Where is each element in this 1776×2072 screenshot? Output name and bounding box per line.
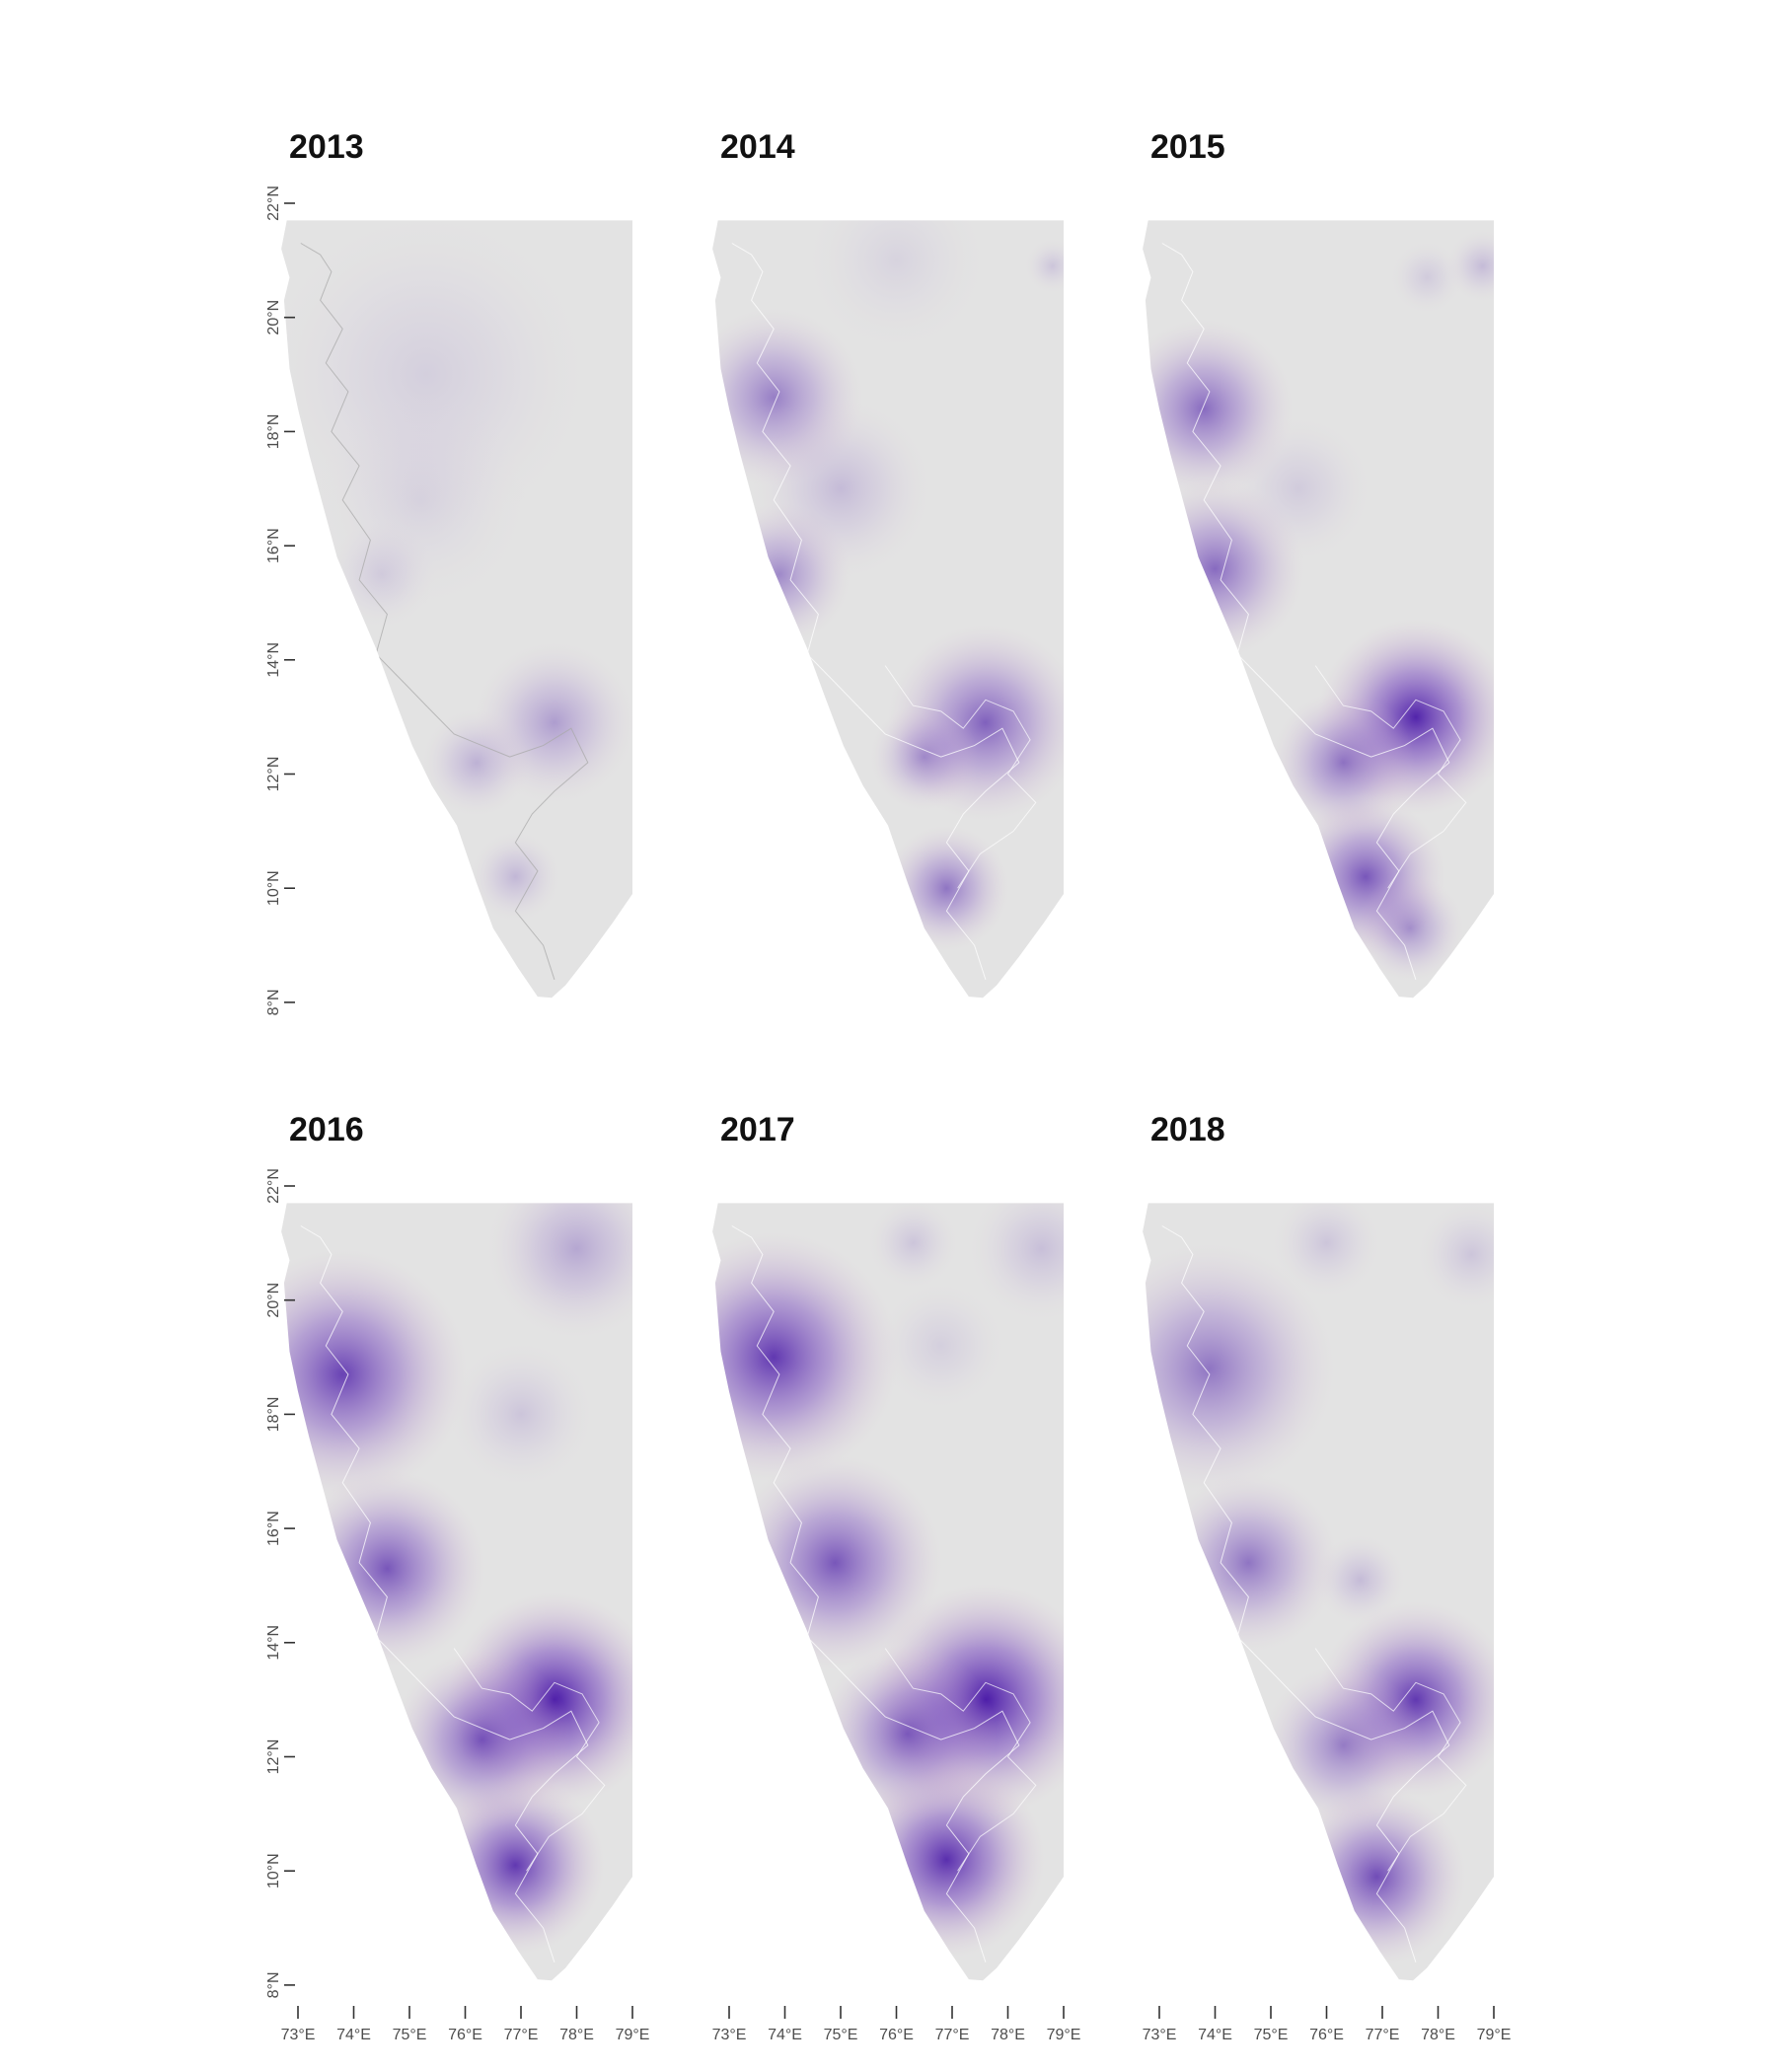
lat-tick-label: 22°N: [265, 1168, 282, 1204]
density-hotspot: [1025, 239, 1064, 293]
density-hotspot: [1446, 230, 1494, 302]
lat-tick-label: 22°N: [265, 185, 282, 221]
lat-tick-label: 20°N: [265, 300, 282, 335]
density-hotspot: [313, 393, 528, 608]
lon-tick-label: 75°E: [1254, 2027, 1289, 2043]
density-hotspot: [288, 1470, 485, 1667]
lon-tick-label: 78°E: [1421, 2027, 1455, 2043]
state-boundary-trace: [884, 1648, 1037, 1872]
panel-title: 2015: [1150, 128, 1225, 166]
density-hotspot: [727, 1455, 942, 1670]
latitude-axis: 22°N 20°N 18°N 16°N 14°N 12°N 10°N 8°N: [265, 1168, 295, 1998]
density-hotspot: [970, 1203, 1064, 1320]
lon-tick-label: 74°E: [1198, 2027, 1232, 2043]
coastline-trace: [300, 243, 589, 980]
lon-tick-label: 76°E: [1309, 2027, 1344, 2043]
density-hotspot: [751, 399, 930, 578]
lon-tick-label: 74°E: [336, 2027, 371, 2043]
density-hotspot: [884, 825, 1009, 951]
density-hotspot: [1357, 874, 1464, 982]
density-hotspot: [471, 832, 560, 922]
lon-tick-label: 78°E: [991, 2027, 1025, 2043]
longitude-axis: 73°E 74°E 75°E 76°E 77°E 78°E 79°E: [281, 2006, 650, 2043]
state-boundary-trace: [1314, 665, 1467, 889]
density-hotspot: [393, 1650, 571, 1829]
coastline-trace: [1161, 243, 1450, 980]
longitude-axis: 73°E 74°E 75°E 76°E 77°E 78°E 79°E: [712, 2006, 1081, 2043]
lat-tick-label: 16°N: [265, 1511, 282, 1546]
lon-tick-label: 73°E: [281, 2027, 316, 2043]
coastline-trace: [731, 243, 1020, 980]
density-layer: [281, 1203, 632, 1962]
state-boundary-trace: [453, 1648, 606, 1872]
density-hotspot: [1226, 416, 1370, 560]
density-hotspot: [1272, 691, 1415, 835]
lat-tick-label: 10°N: [265, 870, 282, 906]
density-hotspot: [1418, 1203, 1494, 1308]
map-panel-2015: 2015: [1143, 128, 1494, 999]
map-panel-2014: 2014: [712, 128, 1064, 999]
lat-tick-label: 18°N: [265, 1397, 282, 1433]
density-layer: [1143, 230, 1494, 982]
lat-tick-label: 10°N: [265, 1853, 282, 1888]
lat-tick-label: 12°N: [265, 1739, 282, 1775]
density-hotspot: [422, 708, 531, 817]
density-hotspot: [1391, 242, 1463, 314]
panel-title: 2016: [289, 1111, 364, 1148]
density-hotspot: [1263, 1665, 1424, 1826]
density-hotspot: [712, 1231, 899, 1483]
density-hotspot: [1273, 1203, 1380, 1297]
density-hotspot: [281, 1249, 468, 1500]
panel-title: 2013: [289, 128, 364, 166]
lat-tick-label: 14°N: [265, 642, 282, 678]
lon-tick-label: 77°E: [504, 2027, 539, 2043]
lon-tick-label: 79°E: [1047, 2027, 1081, 2043]
lon-tick-label: 79°E: [1477, 2027, 1512, 2043]
lat-tick-label: 14°N: [265, 1625, 282, 1661]
density-hotspot: [818, 1644, 998, 1823]
density-hotspot: [487, 1203, 632, 1339]
lon-tick-label: 76°E: [448, 2027, 482, 2043]
map-panel-2018: 2018 73°E 74°E 75°E 76°E 77°E 78°E 79°E: [1143, 1111, 1512, 2043]
state-boundary-trace: [884, 665, 1037, 889]
density-layer: [712, 1203, 1064, 1962]
density-layer: [281, 220, 632, 980]
lon-tick-label: 73°E: [1143, 2027, 1177, 2043]
lon-tick-label: 78°E: [559, 2027, 594, 2043]
latitude-axis: 22°N 20°N 18°N 16°N 14°N 12°N 10°N 8°N: [265, 185, 295, 1015]
coastline-trace: [1161, 1225, 1450, 1962]
density-hotspot: [870, 703, 978, 811]
map-panel-2013: 2013 22°N 20°N 18°N 16°N 14°N 12°N 10°N 8°N: [265, 128, 632, 1015]
longitude-axis: 73°E 74°E 75°E 76°E 77°E 78°E 79°E: [1143, 2006, 1512, 2043]
lon-tick-label: 75°E: [393, 2027, 427, 2043]
lat-tick-label: 8°N: [265, 989, 282, 1015]
lon-tick-label: 77°E: [1366, 2027, 1400, 2043]
lat-tick-label: 12°N: [265, 757, 282, 792]
coastline-trace: [731, 1225, 1020, 1962]
state-boundary-trace: [1314, 1648, 1467, 1872]
lon-tick-label: 75°E: [824, 2027, 858, 2043]
lat-tick-label: 16°N: [265, 528, 282, 563]
lon-tick-label: 77°E: [935, 2027, 970, 2043]
lon-tick-label: 73°E: [712, 2027, 747, 2043]
density-hotspot: [1315, 1534, 1405, 1625]
coastline-trace: [300, 1225, 589, 1962]
density-hotspot: [807, 220, 986, 350]
lon-tick-label: 76°E: [879, 2027, 914, 2043]
panel-title: 2014: [720, 128, 795, 166]
map-panel-2017: 2017 73°E 74°E 75°E 76°E 77°E 78°E 79°E: [712, 1111, 1081, 2043]
panel-title: 2018: [1150, 1111, 1225, 1148]
density-hotspot: [1159, 1473, 1338, 1653]
lat-tick-label: 20°N: [265, 1283, 282, 1318]
density-hotspot: [868, 1203, 958, 1289]
panel-title: 2017: [720, 1111, 795, 1148]
density-hotspot: [449, 1343, 593, 1486]
lon-tick-label: 79°E: [616, 2027, 650, 2043]
lon-tick-label: 74°E: [768, 2027, 802, 2043]
lat-tick-label: 18°N: [265, 414, 282, 450]
lat-tick-label: 8°N: [265, 1971, 282, 1998]
density-hotspot: [878, 1283, 1003, 1409]
